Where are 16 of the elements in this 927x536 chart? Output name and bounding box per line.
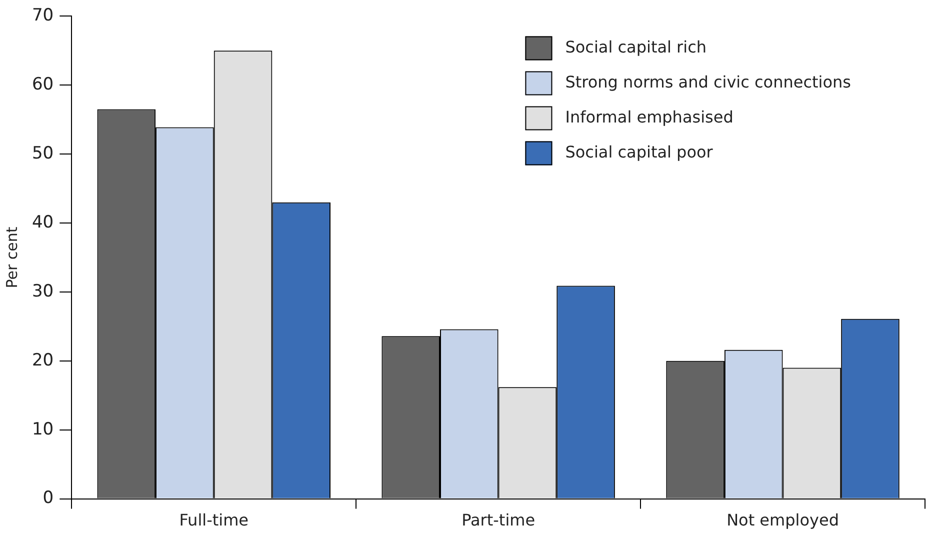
y-tick-label: 50 bbox=[32, 144, 54, 164]
y-tick-label: 70 bbox=[32, 6, 54, 26]
y-axis-title: Per cent bbox=[2, 226, 21, 288]
legend-label: Informal emphasised bbox=[565, 107, 734, 126]
x-tick-label: Full-time bbox=[179, 510, 248, 530]
legend-label: Social capital poor bbox=[565, 142, 714, 162]
legend-label: Strong norms and civic connections bbox=[565, 72, 851, 92]
legend-label: Social capital rich bbox=[565, 37, 707, 56]
x-tick-label: Part-time bbox=[462, 510, 536, 530]
y-tick-label: 10 bbox=[32, 419, 54, 440]
y-tick-label: 20 bbox=[32, 350, 54, 370]
y-tick-label: 0 bbox=[42, 488, 54, 508]
y-tick-label: 30 bbox=[32, 281, 54, 302]
y-tick-label: 60 bbox=[32, 74, 54, 95]
y-tick-label: 40 bbox=[32, 212, 54, 232]
x-tick-label: Not employed bbox=[726, 510, 839, 530]
